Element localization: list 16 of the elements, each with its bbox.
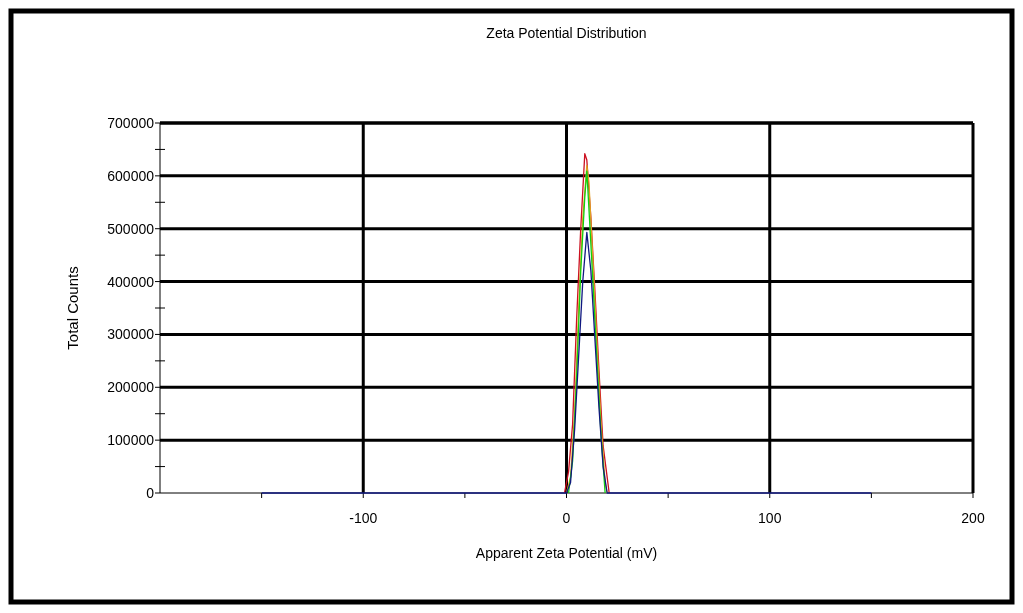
- y-axis-title: Total Counts: [64, 266, 81, 350]
- y-tick-label: 0: [146, 485, 155, 501]
- y-tick-label: 200000: [107, 379, 155, 396]
- x-tick-label: 0: [562, 510, 571, 526]
- y-tick-label: 100000: [107, 432, 155, 449]
- x-tick-label: -100: [349, 510, 378, 526]
- y-tick-label: 500000: [107, 220, 155, 237]
- x-axis-title: Apparent Zeta Potential (mV): [475, 545, 658, 561]
- x-tick-label: 100: [758, 510, 782, 526]
- x-tick-label: 200: [961, 510, 985, 526]
- line-series: [260, 231, 873, 494]
- chart-title: Zeta Potential Distribution: [486, 25, 647, 41]
- y-tick-label: 600000: [107, 167, 155, 184]
- y-tick-label: 400000: [107, 273, 155, 290]
- y-tick-label: 300000: [107, 326, 155, 343]
- y-tick-label: 700000: [107, 115, 155, 131]
